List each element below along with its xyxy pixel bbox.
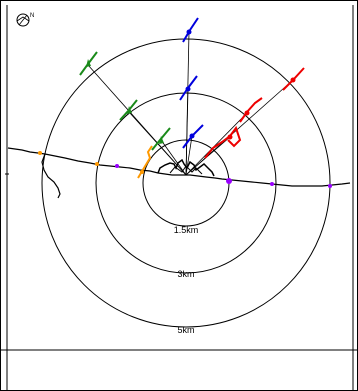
red-aircraft-track-2[interactable]: [239, 97, 263, 123]
purple-marker: [270, 182, 274, 186]
orange-marker: [95, 162, 99, 166]
aircraft-icon: [186, 29, 192, 35]
compass-north-label: N: [30, 13, 34, 19]
orange-marker: [38, 151, 42, 155]
blue-aircraft-icons: [185, 29, 195, 139]
green-aircraft-icons: [86, 59, 164, 144]
red-aircraft-track-3[interactable]: [204, 125, 242, 159]
ring-3km: [95, 92, 277, 274]
aircraft-icon: [185, 86, 191, 92]
orange-marker: [140, 170, 144, 174]
river: [41, 153, 61, 199]
aircraft-icon: [159, 136, 164, 144]
aircraft-icon: [86, 59, 91, 67]
aircraft-icon: [290, 77, 296, 83]
orange-markers: [38, 151, 144, 174]
purple-marker: [328, 184, 332, 188]
red-aircraft-icons: [227, 77, 296, 140]
aircraft-icon: [244, 110, 250, 116]
ring-label-3km: 3km: [177, 269, 194, 279]
coastline: [7, 147, 351, 187]
purple-markers: [115, 164, 332, 188]
aircraft-icon: [189, 133, 195, 139]
north-compass-icon: N: [16, 13, 34, 27]
ring-label-5km: 5km: [177, 325, 194, 335]
purple-marker: [226, 178, 232, 184]
ring-label-1-5km: 1.5km: [174, 225, 199, 235]
aircraft-icon: [227, 134, 233, 140]
leader-lines: [87, 31, 294, 176]
ring-5km: [41, 38, 331, 328]
purple-marker: [115, 164, 119, 168]
range-rings: [41, 38, 331, 328]
aircraft-icon: [127, 106, 132, 114]
